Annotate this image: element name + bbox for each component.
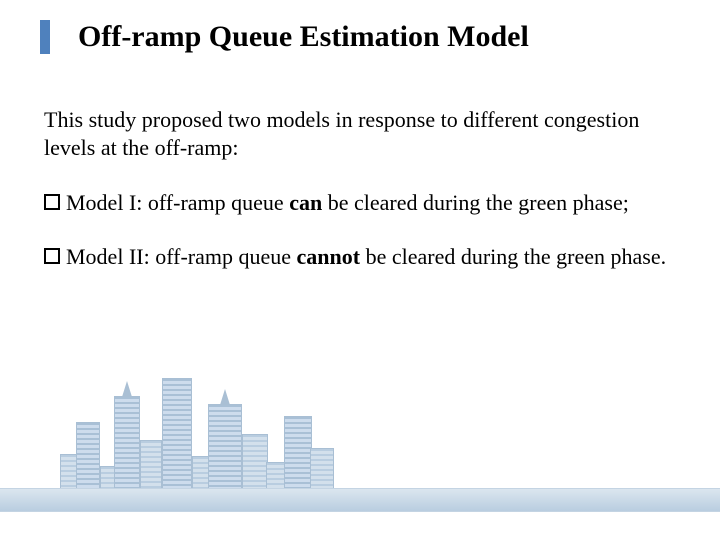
title-row: Off-ramp Queue Estimation Model	[40, 20, 680, 54]
bullet-suffix: be cleared during the green phase;	[322, 190, 629, 215]
building-spire	[220, 389, 230, 405]
slide-body: This study proposed two models in respon…	[44, 106, 676, 296]
intro-text: This study proposed two models in respon…	[44, 106, 676, 161]
footer-band	[0, 488, 720, 512]
bullet-prefix: Model I: off-ramp queue	[66, 190, 289, 215]
building-spire	[122, 381, 132, 397]
bullet-suffix: be cleared during the green phase.	[360, 244, 666, 269]
bullet-bold: cannot	[297, 244, 361, 269]
slide-title: Off-ramp Queue Estimation Model	[78, 20, 529, 54]
bullet-item: Model I: off-ramp queue can be cleared d…	[44, 189, 676, 217]
bullet-square-icon	[44, 194, 60, 210]
bullet-square-icon	[44, 248, 60, 264]
bullet-prefix: Model II: off-ramp queue	[66, 244, 297, 269]
bullet-item: Model II: off-ramp queue cannot be clear…	[44, 243, 676, 271]
slide: Off-ramp Queue Estimation Model This stu…	[0, 0, 720, 540]
title-accent-bar	[40, 20, 50, 54]
bullet-bold: can	[289, 190, 322, 215]
bullet-text: Model II: off-ramp queue cannot be clear…	[66, 243, 666, 271]
bullet-text: Model I: off-ramp queue can be cleared d…	[66, 189, 629, 217]
